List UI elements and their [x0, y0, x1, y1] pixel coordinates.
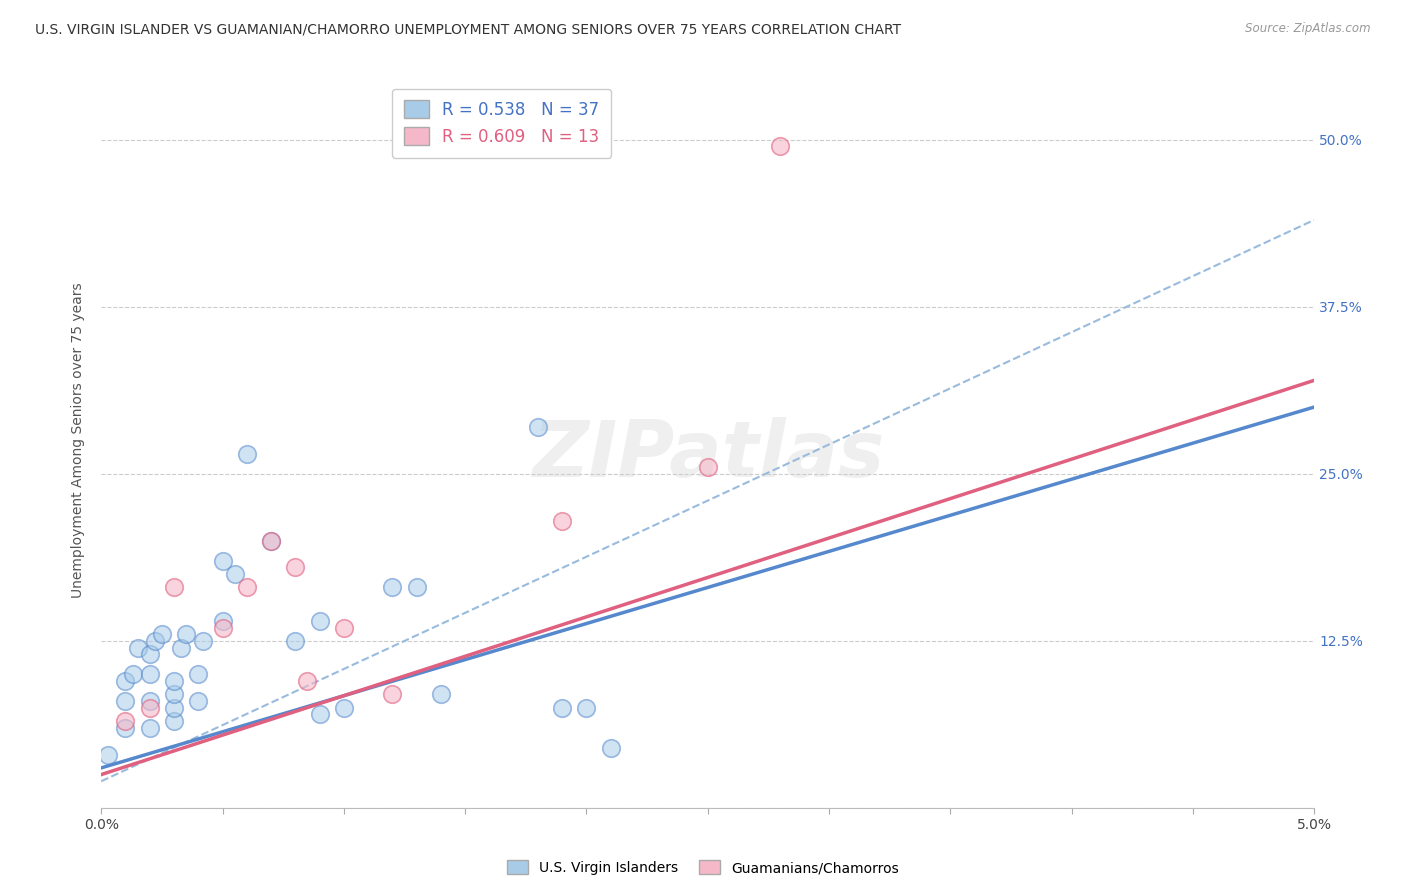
Point: [236, 447, 259, 461]
Point: [163, 673, 186, 688]
Point: [236, 581, 259, 595]
Point: [143, 634, 166, 648]
Text: ZIPatlas: ZIPatlas: [531, 417, 884, 493]
Text: U.S. VIRGIN ISLANDER VS GUAMANIAN/CHAMORRO UNEMPLOYMENT AMONG SENIORS OVER 75 YE: U.S. VIRGIN ISLANDER VS GUAMANIAN/CHAMOR…: [35, 22, 901, 37]
Point: [138, 667, 160, 681]
Point: [527, 420, 550, 434]
Point: [163, 700, 186, 714]
Text: Source: ZipAtlas.com: Source: ZipAtlas.com: [1246, 22, 1371, 36]
Point: [599, 740, 621, 755]
Point: [114, 694, 136, 708]
Point: [575, 700, 598, 714]
Y-axis label: Unemployment Among Seniors over 75 years: Unemployment Among Seniors over 75 years: [72, 283, 86, 599]
Point: [211, 554, 233, 568]
Point: [170, 640, 193, 655]
Point: [284, 634, 307, 648]
Point: [187, 694, 209, 708]
Point: [260, 533, 283, 548]
Point: [163, 687, 186, 701]
Point: [114, 721, 136, 735]
Point: [163, 581, 186, 595]
Point: [127, 640, 149, 655]
Point: [405, 581, 427, 595]
Point: [138, 721, 160, 735]
Point: [260, 533, 283, 548]
Legend: R = 0.538   N = 37, R = 0.609   N = 13: R = 0.538 N = 37, R = 0.609 N = 13: [392, 88, 610, 158]
Point: [430, 687, 453, 701]
Point: [308, 614, 330, 628]
Point: [381, 581, 404, 595]
Point: [138, 648, 160, 662]
Point: [381, 687, 404, 701]
Point: [284, 560, 307, 574]
Point: [211, 614, 233, 628]
Point: [114, 673, 136, 688]
Point: [191, 634, 214, 648]
Point: [696, 460, 718, 475]
Point: [297, 673, 319, 688]
Point: [97, 747, 120, 762]
Point: [551, 700, 574, 714]
Point: [333, 621, 356, 635]
Point: [114, 714, 136, 728]
Point: [308, 707, 330, 722]
Point: [138, 694, 160, 708]
Point: [333, 700, 356, 714]
Point: [174, 627, 197, 641]
Point: [769, 139, 792, 153]
Legend: U.S. Virgin Islanders, Guamanians/Chamorros: U.S. Virgin Islanders, Guamanians/Chamor…: [502, 855, 904, 880]
Point: [150, 627, 173, 641]
Point: [187, 667, 209, 681]
Point: [551, 514, 574, 528]
Point: [224, 567, 246, 582]
Point: [163, 714, 186, 728]
Point: [138, 700, 160, 714]
Point: [121, 667, 143, 681]
Point: [211, 621, 233, 635]
